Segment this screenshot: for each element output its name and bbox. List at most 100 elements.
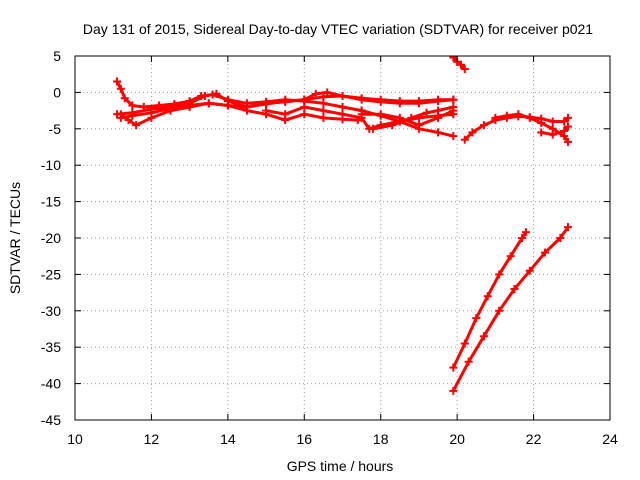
data-point xyxy=(560,126,569,135)
data-point xyxy=(124,116,133,125)
data-point xyxy=(495,306,504,315)
data-point xyxy=(525,266,534,275)
data-point xyxy=(281,97,290,106)
data-point xyxy=(563,137,572,146)
series-layer xyxy=(113,56,572,395)
y-tick-label: 0 xyxy=(53,84,61,100)
x-tick-label: 18 xyxy=(373,431,389,447)
data-point xyxy=(319,106,328,115)
data-point xyxy=(200,92,209,101)
data-point xyxy=(300,95,309,104)
y-tick-labels: 5 0 -5 -10 -15 -20 -25 -30 -35 -40 -45 xyxy=(41,48,61,428)
data-point xyxy=(514,110,523,119)
data-point xyxy=(563,113,572,122)
data-point xyxy=(311,89,320,98)
y-tick-label: -5 xyxy=(49,121,62,137)
x-tick-labels: 10 12 14 16 18 20 22 24 xyxy=(67,431,618,447)
data-point xyxy=(434,97,443,106)
y-tick-label: -30 xyxy=(41,303,61,319)
data-point xyxy=(434,113,443,122)
data-point xyxy=(563,223,572,232)
series-line xyxy=(451,225,570,393)
data-point xyxy=(541,248,550,257)
data-point xyxy=(556,234,565,242)
x-tick-label: 24 xyxy=(602,431,618,447)
series-trace-13 xyxy=(449,228,530,372)
data-point xyxy=(262,106,271,115)
data-point xyxy=(323,88,332,97)
series-trace-12 xyxy=(537,122,572,139)
data-point xyxy=(525,113,534,122)
data-point xyxy=(521,228,530,237)
data-point xyxy=(300,110,309,119)
data-point xyxy=(166,106,175,115)
data-point xyxy=(548,130,557,139)
y-tick-label: -10 xyxy=(41,157,61,173)
data-point xyxy=(223,101,232,110)
data-point xyxy=(338,92,347,101)
data-point xyxy=(449,56,458,62)
data-point xyxy=(495,270,504,279)
y-axis-label: SDTVAR / TECUs xyxy=(7,182,23,294)
data-point xyxy=(434,128,443,137)
data-point xyxy=(472,314,481,323)
data-point xyxy=(185,102,194,111)
data-point xyxy=(338,110,347,119)
data-point xyxy=(376,110,385,119)
data-point xyxy=(563,122,572,131)
data-point xyxy=(116,84,125,93)
x-tick-label: 16 xyxy=(296,431,312,447)
data-point xyxy=(376,97,385,106)
data-point xyxy=(388,121,397,130)
data-point xyxy=(456,60,465,69)
data-point xyxy=(518,234,527,242)
data-point xyxy=(116,110,125,119)
data-point xyxy=(460,339,469,348)
data-point xyxy=(262,99,271,108)
data-point xyxy=(434,106,443,115)
data-point xyxy=(422,108,431,117)
data-point xyxy=(468,128,477,137)
series-line xyxy=(451,56,467,71)
y-tick-label: -25 xyxy=(41,266,61,282)
data-point xyxy=(479,121,488,130)
y-tick-label: -20 xyxy=(41,230,61,246)
data-point xyxy=(414,121,423,130)
x-tick-label: 14 xyxy=(220,431,236,447)
data-point xyxy=(395,113,404,122)
data-point xyxy=(449,363,458,372)
data-point xyxy=(537,128,546,137)
axis-ticks xyxy=(74,55,611,421)
data-point xyxy=(483,292,492,301)
data-point xyxy=(510,284,519,293)
data-point xyxy=(537,118,546,127)
data-point xyxy=(204,99,213,108)
data-point xyxy=(449,102,458,111)
data-point xyxy=(120,94,129,103)
data-point xyxy=(464,357,473,366)
data-point xyxy=(479,332,488,341)
data-point xyxy=(357,95,366,104)
chart-title: Day 131 of 2015, Sidereal Day-to-day VTE… xyxy=(83,21,593,37)
data-point xyxy=(414,99,423,108)
y-tick-label: -45 xyxy=(41,412,61,428)
data-point xyxy=(395,99,404,108)
data-point xyxy=(491,113,500,122)
y-tick-label: 5 xyxy=(53,48,61,64)
data-point xyxy=(407,113,416,122)
data-point xyxy=(369,124,378,133)
series-line xyxy=(451,230,528,370)
series-trace-8 xyxy=(369,102,458,133)
data-point xyxy=(212,89,221,98)
data-point xyxy=(502,111,511,120)
data-point xyxy=(449,386,458,395)
data-point xyxy=(281,110,290,119)
series-trace-14 xyxy=(449,223,572,395)
x-tick-label: 10 xyxy=(67,431,83,447)
data-point xyxy=(460,135,469,144)
data-point xyxy=(132,121,141,130)
series-line xyxy=(539,125,570,137)
series-trace-11 xyxy=(491,110,572,146)
data-point xyxy=(300,102,309,111)
